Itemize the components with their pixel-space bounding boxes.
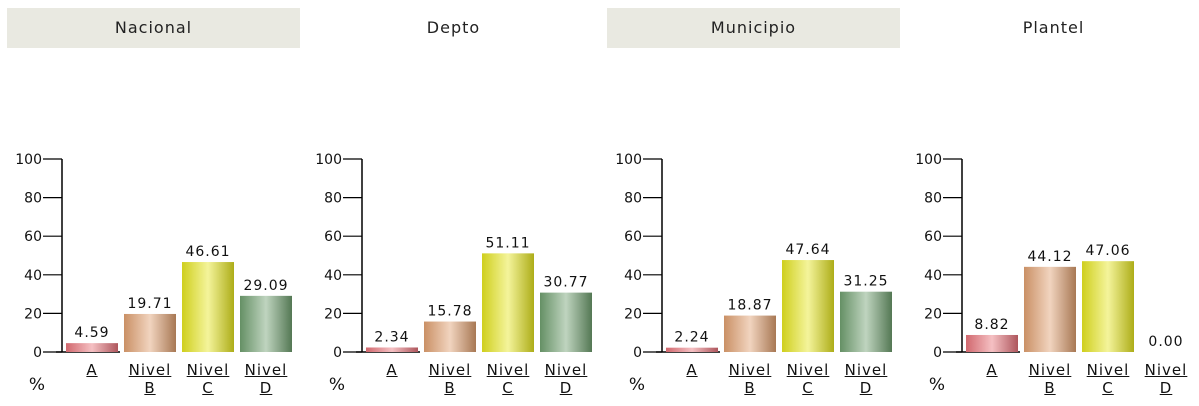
y-tick-label: 60	[324, 229, 342, 245]
value-label: 30.77	[543, 275, 588, 291]
category-link[interactable]: Nivel D	[1144, 361, 1188, 397]
y-tick-label: 20	[924, 306, 942, 322]
value-label: 8.82	[974, 317, 1009, 333]
y-tick-label: 0	[933, 345, 942, 361]
category-link[interactable]: Nivel B	[428, 361, 472, 397]
y-tick-label: 60	[624, 229, 642, 245]
bar	[840, 291, 892, 352]
panel-title: Plantel	[1022, 18, 1085, 37]
bar	[666, 347, 718, 352]
bar	[724, 315, 776, 352]
value-label: 18.87	[727, 298, 772, 314]
value-label: 2.34	[374, 329, 409, 345]
bar	[66, 343, 118, 352]
y-tick-label: 100	[15, 152, 42, 168]
y-tick-label: 20	[624, 306, 642, 322]
value-label: 31.25	[843, 274, 888, 290]
category-link[interactable]: A	[986, 361, 998, 379]
panel-title: Municipio	[607, 8, 900, 48]
bar	[966, 334, 1018, 352]
bar	[1082, 261, 1134, 352]
y-tick-label: 60	[24, 229, 42, 245]
bar	[424, 321, 476, 352]
category-link[interactable]: A	[86, 361, 98, 379]
bar	[240, 295, 292, 352]
category-link[interactable]: A	[386, 361, 398, 379]
y-tick-label: 80	[624, 191, 642, 207]
y-tick-label: 20	[324, 306, 342, 322]
value-label: 0.00	[1148, 334, 1183, 350]
category-link[interactable]: Nivel C	[186, 361, 230, 397]
category-link[interactable]: Nivel B	[728, 361, 772, 397]
value-label: 2.24	[674, 330, 709, 346]
value-label: 44.12	[1027, 249, 1072, 265]
y-tick-label: 0	[633, 345, 642, 361]
category-link[interactable]: Nivel D	[844, 361, 888, 397]
unit-label: %	[629, 375, 645, 395]
category-link[interactable]: Nivel D	[544, 361, 588, 397]
y-tick-label: 40	[924, 268, 942, 284]
category-link[interactable]: Nivel B	[128, 361, 172, 397]
category-link[interactable]: Nivel C	[1086, 361, 1130, 397]
value-label: 47.06	[1085, 243, 1130, 259]
value-label: 19.71	[127, 296, 172, 312]
category-link[interactable]: Nivel B	[1028, 361, 1072, 397]
bar	[1024, 266, 1076, 352]
bar	[366, 347, 418, 352]
y-tick-label: 20	[24, 306, 42, 322]
bar	[782, 260, 834, 352]
category-link[interactable]: Nivel C	[486, 361, 530, 397]
value-label: 4.59	[74, 325, 109, 341]
y-tick-label: 40	[24, 268, 42, 284]
y-tick-label: 100	[615, 152, 642, 168]
y-tick-label: 0	[33, 345, 42, 361]
y-tick-label: 60	[924, 229, 942, 245]
y-tick-label: 80	[324, 191, 342, 207]
value-label: 47.64	[785, 242, 830, 258]
bar	[540, 292, 592, 352]
y-tick-label: 0	[333, 345, 342, 361]
y-tick-label: 100	[315, 152, 342, 168]
category-link[interactable]: A	[686, 361, 698, 379]
category-link[interactable]: Nivel C	[786, 361, 830, 397]
y-tick-label: 40	[324, 268, 342, 284]
unit-label: %	[329, 375, 345, 395]
y-tick-label: 80	[924, 191, 942, 207]
y-tick-label: 40	[624, 268, 642, 284]
y-tick-label: 100	[915, 152, 942, 168]
y-tick-label: 80	[24, 191, 42, 207]
bar	[182, 262, 234, 352]
value-label: 51.11	[485, 235, 530, 251]
unit-label: %	[29, 375, 45, 395]
panel-title: Nacional	[7, 8, 300, 48]
category-link[interactable]: Nivel D	[244, 361, 288, 397]
panel-title: Depto	[426, 18, 481, 37]
value-label: 15.78	[427, 304, 472, 320]
unit-label: %	[929, 375, 945, 395]
bar	[124, 313, 176, 352]
value-label: 46.61	[185, 244, 230, 260]
bar	[482, 253, 534, 352]
value-label: 29.09	[243, 278, 288, 294]
